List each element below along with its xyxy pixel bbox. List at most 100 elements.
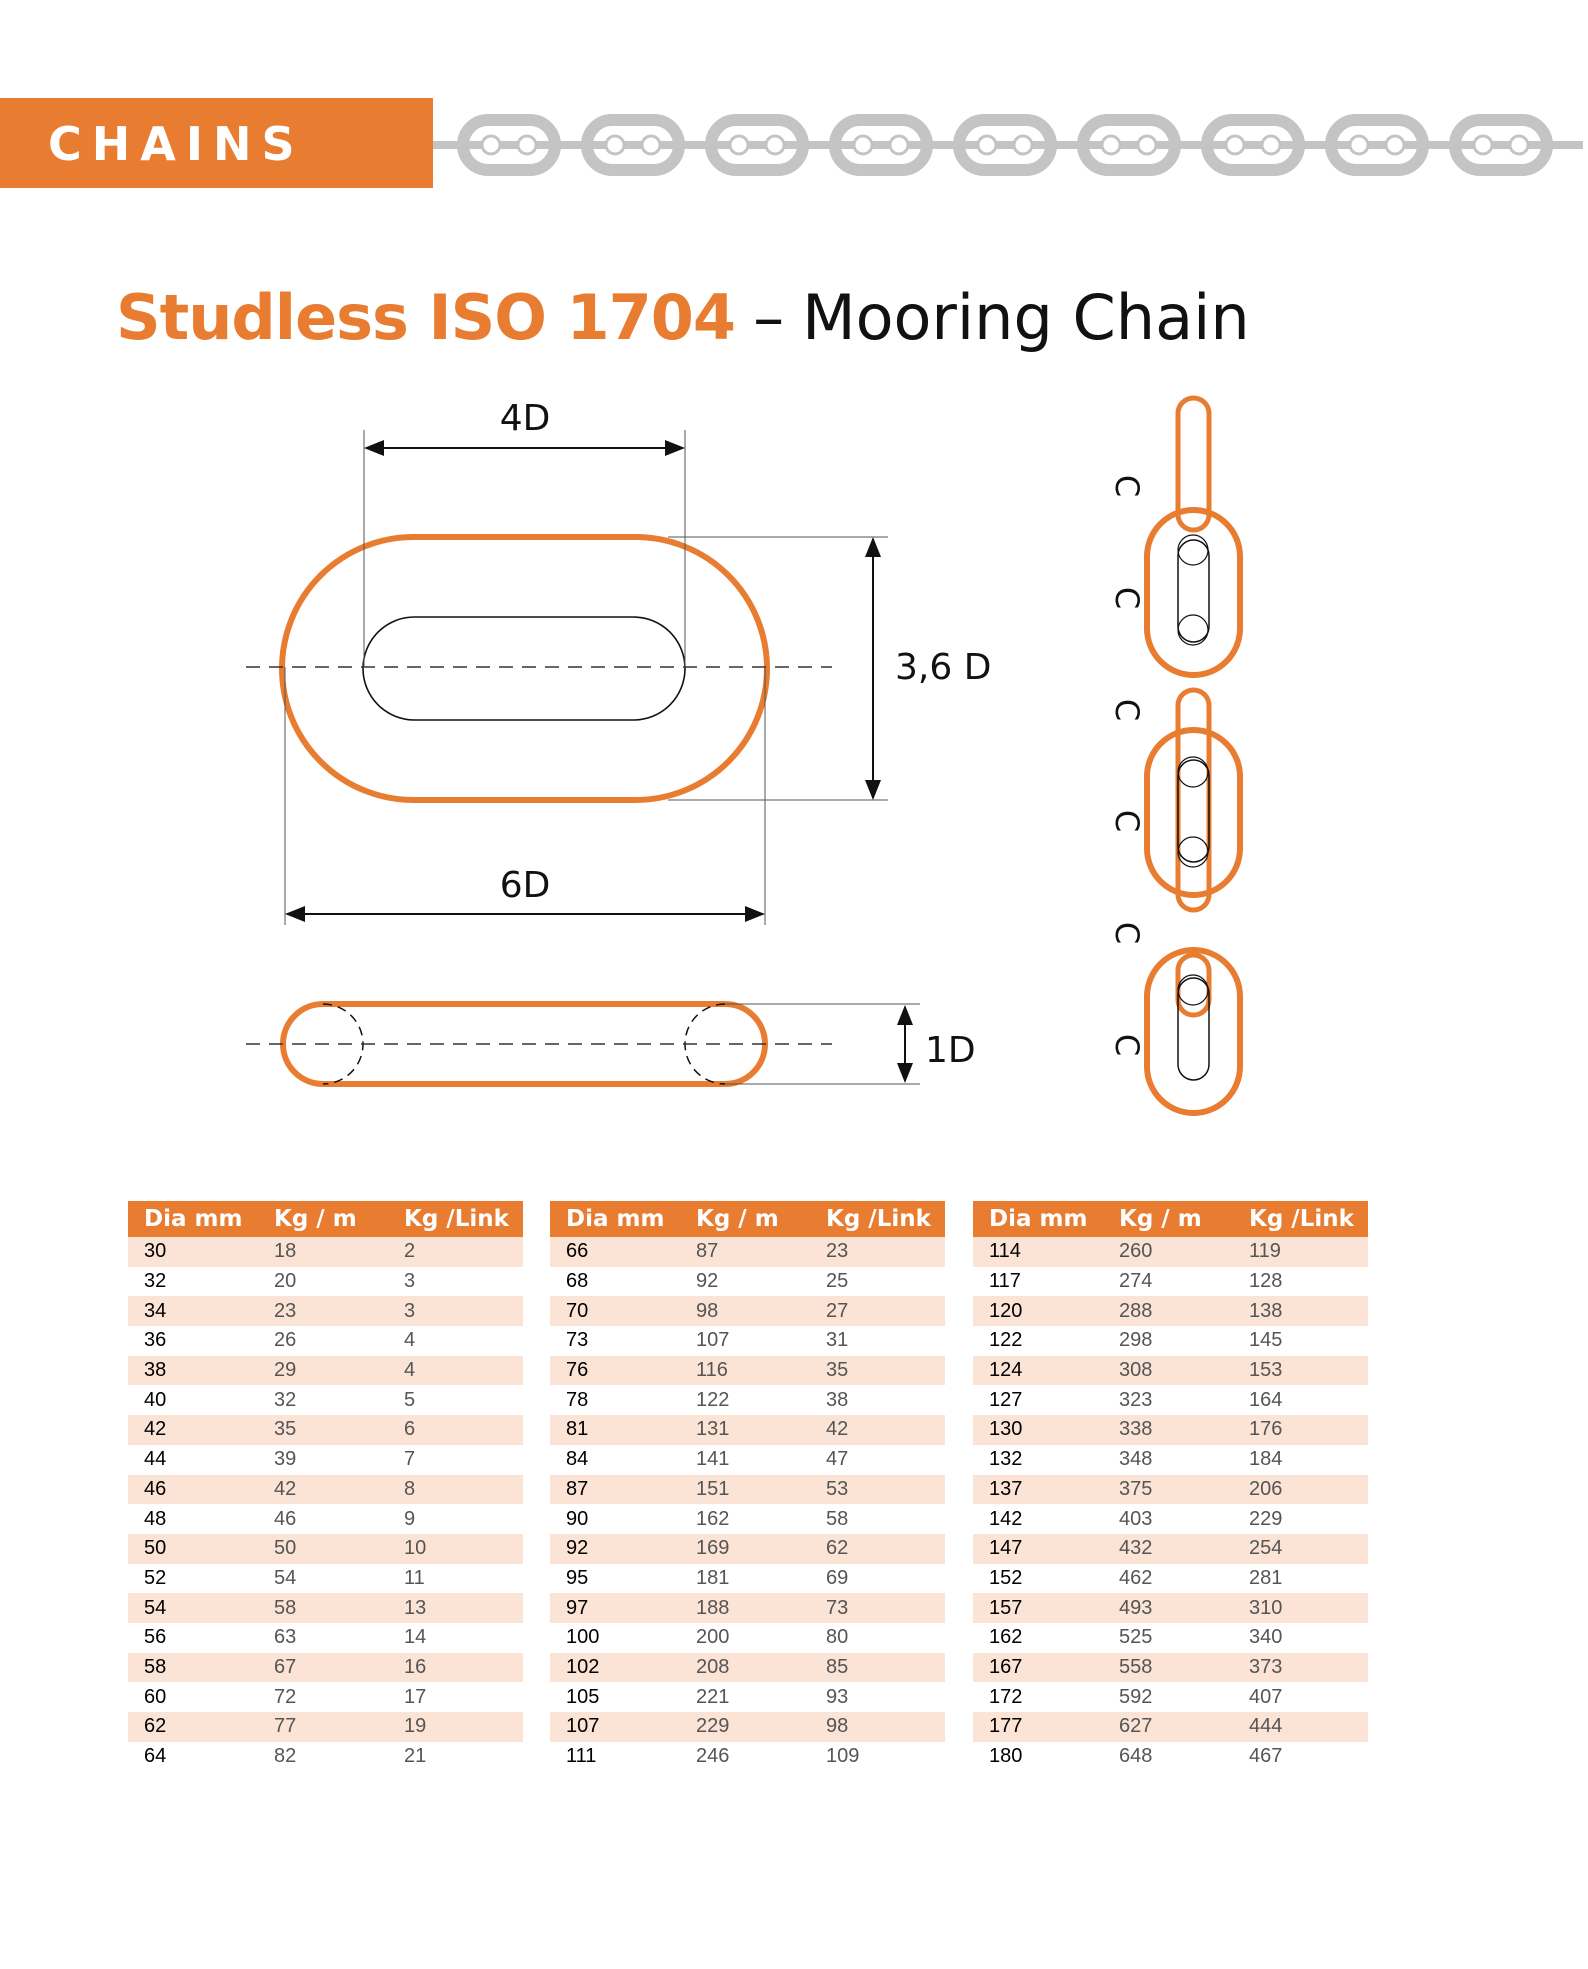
chain-link-eye-icon [1012, 134, 1034, 156]
cell-dia: 70 [550, 1296, 680, 1327]
cell-kg-m: 298 [1119, 1329, 1153, 1352]
cell-kg-link: 119 [1233, 1237, 1368, 1267]
header-kg-m: Kg / m [1103, 1201, 1233, 1237]
table-row: 97 188 73 [550, 1593, 945, 1623]
cell-kg-link: 128 [1249, 1270, 1283, 1293]
cell-dia: 177 [973, 1712, 1103, 1742]
chain-link-eye-icon [1508, 134, 1530, 156]
cell-kg-m: 29 [258, 1355, 388, 1386]
table-row: 81 131 42 [550, 1415, 945, 1445]
cell-kg-m: 26 [274, 1329, 297, 1352]
table-row: 64 82 21 [128, 1742, 523, 1772]
table-row: 52 54 11 [128, 1564, 523, 1594]
table-row: 70 98 27 [550, 1296, 945, 1327]
cell-dia: 73 [566, 1329, 589, 1352]
cell-kg-m: 525 [1119, 1626, 1153, 1649]
cell-kg-link: 35 [810, 1355, 945, 1386]
table-row: 92 169 62 [550, 1533, 945, 1564]
cell-dia: 52 [144, 1566, 167, 1589]
table-row: 172 592 407 [973, 1682, 1368, 1712]
cell-dia: 68 [566, 1270, 589, 1293]
cell-kg-m: 229 [680, 1712, 810, 1742]
chain-link-eye-icon [1348, 134, 1370, 156]
chain-link-icon [1449, 114, 1553, 176]
cell-kg-m: 46 [274, 1507, 297, 1530]
cell-kg-m: 188 [680, 1593, 810, 1623]
cell-dia: 81 [550, 1415, 680, 1445]
cell-kg-m: 308 [1103, 1355, 1233, 1386]
width-label: 4D [500, 398, 551, 439]
chain-link-diagram: 4D 3,6 D 6D 1D [246, 395, 1243, 1116]
cell-dia: 132 [989, 1448, 1023, 1471]
cell-kg-m: 58 [258, 1593, 388, 1623]
table-row: 56 63 14 [128, 1623, 523, 1653]
table-row: 42 35 6 [128, 1415, 523, 1445]
table-row: 95 181 69 [550, 1564, 945, 1594]
table-row: 107 229 98 [550, 1712, 945, 1742]
chain-link-eye-icon [728, 134, 750, 156]
chain-strip-graphic [433, 114, 1583, 176]
cell-kg-m: 35 [258, 1415, 388, 1445]
cell-kg-link: 10 [388, 1533, 523, 1564]
cell-kg-m: 77 [258, 1712, 388, 1742]
table-header-row: Dia mm Kg / m Kg /Link [128, 1201, 523, 1237]
cell-dia: 36 [144, 1329, 167, 1352]
table-header-row: Dia mm Kg / m Kg /Link [550, 1201, 945, 1237]
cell-dia: 124 [973, 1355, 1103, 1386]
table-row: 54 58 13 [128, 1593, 523, 1623]
cell-kg-m: 627 [1103, 1712, 1233, 1742]
cell-kg-m: 54 [274, 1566, 297, 1589]
cell-kg-m: 50 [258, 1533, 388, 1564]
cell-kg-link: 8 [388, 1474, 523, 1505]
cell-kg-m: 162 [696, 1507, 730, 1530]
cell-dia: 105 [566, 1685, 600, 1708]
cell-dia: 162 [989, 1626, 1023, 1649]
table-row: 38 29 4 [128, 1355, 523, 1386]
height-label: 3,6 D [895, 647, 991, 688]
cell-kg-link: 467 [1249, 1745, 1283, 1768]
cell-dia: 54 [128, 1593, 258, 1623]
chain-link-icon [457, 114, 561, 176]
cell-kg-link: 53 [810, 1474, 945, 1505]
cell-dia: 90 [566, 1507, 589, 1530]
cell-dia: 42 [128, 1415, 258, 1445]
table-body: 114 260 119 117 274 128 120 288 138 122 298 145 124 3… [973, 1237, 1368, 1771]
cell-dia: 78 [566, 1388, 589, 1411]
side-label-6: C [1108, 1034, 1146, 1056]
cell-kg-link: 14 [404, 1626, 427, 1649]
cell-kg-link: 310 [1233, 1593, 1368, 1623]
cell-kg-m: 131 [680, 1415, 810, 1445]
chain-link-icon [829, 114, 933, 176]
cell-dia: 46 [128, 1474, 258, 1505]
chain-link-eye-icon [1136, 134, 1158, 156]
table-row: 120 288 138 [973, 1296, 1368, 1327]
table-row: 124 308 153 [973, 1355, 1368, 1386]
cell-kg-m: 493 [1103, 1593, 1233, 1623]
table-row: 66 87 23 [550, 1237, 945, 1267]
dimension-6d [284, 667, 766, 925]
table-row: 40 32 5 [128, 1385, 523, 1415]
cell-dia: 34 [128, 1296, 258, 1327]
cell-kg-link: 7 [404, 1448, 416, 1471]
cell-dia: 142 [989, 1507, 1023, 1530]
chain-link-eye-icon [1224, 134, 1246, 156]
cell-kg-link: 9 [404, 1507, 416, 1530]
chain-link-eye-icon [852, 134, 874, 156]
cell-kg-link: 2 [388, 1237, 523, 1267]
cell-kg-m: 375 [1103, 1474, 1233, 1505]
table-row: 30 18 2 [128, 1237, 523, 1267]
table-row: 32 20 3 [128, 1267, 523, 1297]
cell-kg-m: 348 [1119, 1448, 1153, 1471]
cell-kg-link: 153 [1233, 1355, 1368, 1386]
cell-kg-m: 116 [680, 1355, 810, 1386]
table-row: 105 221 93 [550, 1682, 945, 1712]
cell-kg-m: 592 [1119, 1685, 1153, 1708]
cell-kg-m: 462 [1119, 1566, 1153, 1589]
table-row: 117 274 128 [973, 1267, 1368, 1297]
table-row: 167 558 373 [973, 1652, 1368, 1683]
cell-dia: 32 [144, 1270, 167, 1293]
cell-dia: 62 [128, 1712, 258, 1742]
cell-kg-link: 184 [1249, 1448, 1283, 1471]
cell-kg-link: 281 [1249, 1566, 1283, 1589]
cell-dia: 127 [989, 1388, 1023, 1411]
